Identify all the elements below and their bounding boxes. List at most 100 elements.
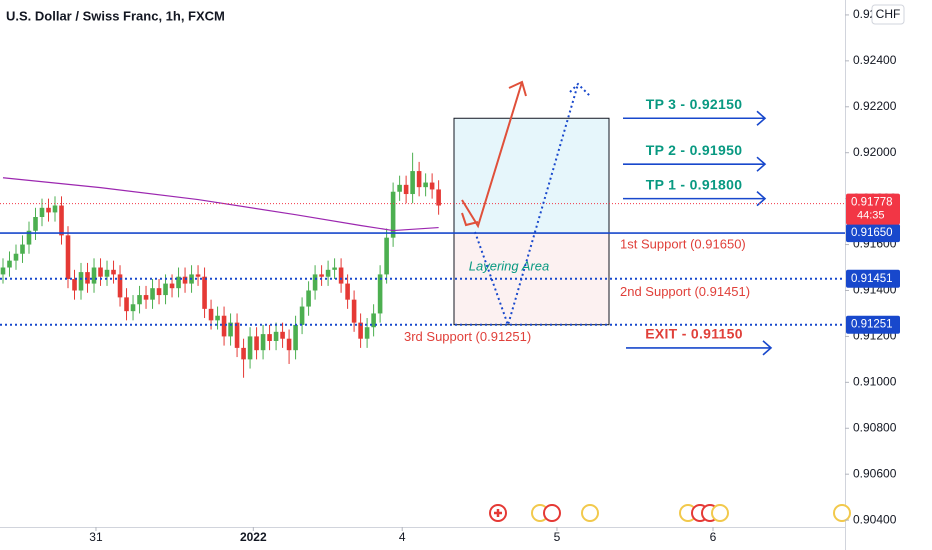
countdown-label: 44:35 [857, 210, 885, 222]
red-arrow-tail [461, 212, 479, 227]
target-zone [453, 117, 610, 234]
candle-body [91, 267, 97, 284]
candle-body [78, 272, 84, 291]
candle-body [338, 267, 344, 284]
blue-arrow-head [569, 82, 591, 97]
candle-body [247, 336, 253, 360]
candle-body [52, 205, 58, 213]
candle-body [143, 295, 149, 300]
candle-body [260, 334, 266, 351]
x-tick-label: 6 [710, 530, 717, 544]
currency-label: CHF [876, 7, 901, 21]
scenario-arrows [461, 80, 591, 329]
candle-body [384, 237, 389, 275]
price-badge-label: 0.91650 [851, 227, 893, 239]
candle-body [390, 191, 396, 238]
candle-body [377, 274, 383, 314]
candle-body [306, 290, 311, 307]
x-tick-label: 5 [554, 530, 561, 544]
target-label: TP 2 - 0.91950 [646, 142, 743, 158]
target-label: TP 1 - 0.91800 [646, 176, 743, 192]
candle-body [156, 288, 162, 296]
x-tick-label: 2022 [240, 530, 267, 544]
candle-body [228, 322, 233, 337]
candle-body [241, 347, 246, 360]
candle-body [104, 269, 110, 277]
currency-badge[interactable] [871, 4, 905, 25]
event-icon-mark [494, 509, 502, 517]
chart-title: U.S. Dollar / Swiss Franc, 1h, FXCM [6, 8, 225, 23]
candle-body [299, 306, 305, 325]
candle-body [46, 207, 51, 213]
candle-body [130, 304, 136, 312]
overlay: Layering Area 1st Support (0.91650) 2nd Su… [0, 96, 845, 356]
candles [0, 152, 441, 378]
target-arrow-head [756, 110, 767, 126]
candle-body [65, 235, 71, 279]
red-arrow [461, 81, 523, 229]
candle-body [0, 267, 6, 275]
target-arrow-head [762, 340, 773, 356]
price-badge-label: 0.91251 [851, 319, 893, 331]
candle-body [26, 230, 32, 245]
price-axis: 0.926000.924000.922000.920000.918000.916… [89, 7, 900, 544]
candle-body [351, 299, 357, 323]
moving-average [2, 177, 439, 232]
event-icon[interactable] [543, 504, 561, 522]
candle-body [397, 184, 402, 192]
support-label: 1st Support (0.91650) [620, 237, 746, 252]
candle-body [195, 274, 201, 277]
candle-body [254, 336, 259, 351]
candle-body [85, 272, 90, 284]
x-tick-label: 4 [399, 530, 406, 544]
candle-body [358, 322, 363, 339]
candle-body [182, 276, 188, 284]
y-tick-label: 0.91000 [853, 375, 897, 389]
candle-body [364, 327, 370, 339]
event-icon[interactable] [581, 504, 599, 522]
support-label: 3rd Support (0.91251) [404, 329, 531, 344]
candle-body [332, 267, 337, 270]
y-tick-label: 0.90400 [853, 512, 897, 526]
red-arrow-head [508, 80, 527, 97]
x-tick-label: 31 [89, 530, 103, 544]
candle-body [163, 283, 168, 296]
price-badge-label: 0.91451 [851, 273, 893, 285]
candle-body [267, 334, 272, 341]
candle-body [150, 288, 155, 300]
price-badge [846, 269, 900, 288]
candle-body [403, 184, 409, 195]
candle-body [117, 274, 123, 298]
event-icons [489, 504, 851, 522]
candle-body [20, 244, 25, 254]
candle-body [410, 171, 415, 195]
candle-body [39, 207, 45, 217]
layering-label: Layering Area [469, 259, 549, 274]
candle-body [7, 260, 12, 268]
y-tick-label: 0.90600 [853, 466, 897, 480]
candle-body [215, 315, 220, 321]
candle-body [59, 205, 64, 236]
candle-body [137, 295, 142, 305]
target-label: TP 3 - 0.92150 [646, 96, 743, 112]
candle-body [208, 308, 214, 321]
candle-body [72, 279, 77, 291]
event-icon[interactable] [711, 504, 729, 522]
candle-body [436, 189, 441, 206]
candle-body [33, 217, 38, 231]
candle-body [13, 253, 19, 261]
candle-body [111, 269, 116, 275]
support-label: 2nd Support (0.91451) [620, 284, 750, 299]
y-tick-label: 0.90800 [853, 420, 897, 434]
candle-body [371, 313, 376, 328]
price-badge [846, 315, 900, 334]
y-tick-label: 0.92400 [853, 53, 897, 67]
candle-body [169, 283, 175, 289]
candle-body [319, 274, 324, 277]
event-icon[interactable] [833, 504, 851, 522]
y-tick-label: 0.92000 [853, 145, 897, 159]
candle-body [416, 171, 422, 188]
y-tick-label: 0.92200 [853, 99, 897, 113]
candle-body [423, 182, 428, 188]
last-price-badge [846, 193, 900, 225]
